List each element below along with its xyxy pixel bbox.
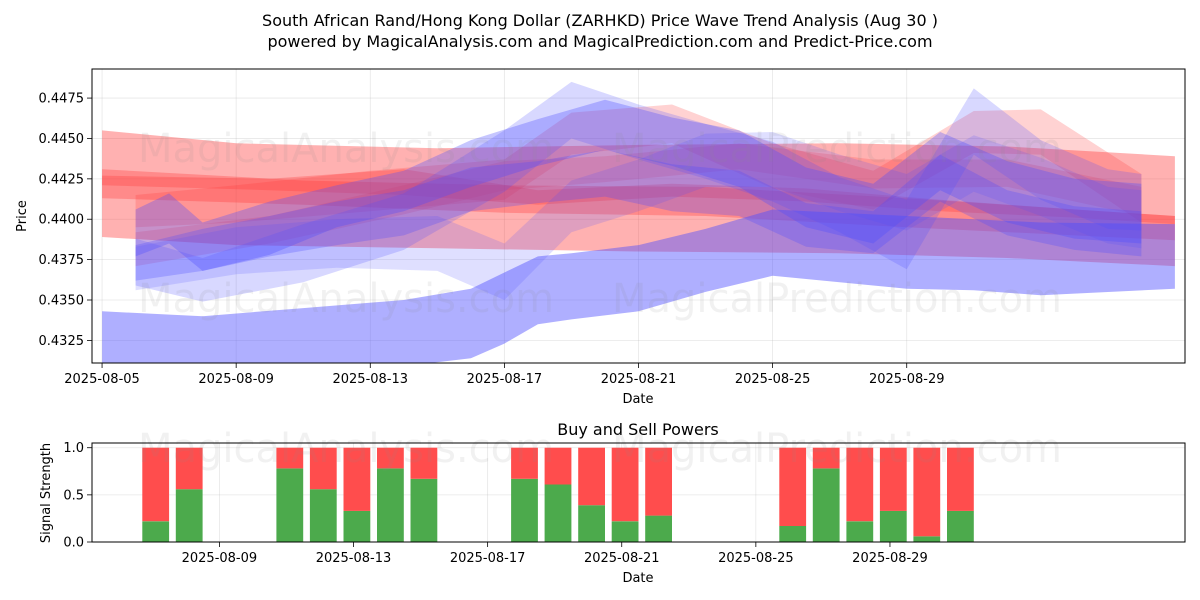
price-x-tick-label: 2025-08-09	[198, 372, 274, 387]
buy-power-bar	[377, 468, 404, 542]
price-x-tick-label: 2025-08-25	[735, 372, 811, 387]
power-chart-bars	[142, 447, 974, 542]
watermark-text: MagicalPrediction.com	[612, 426, 1062, 472]
sell-power-bar	[611, 447, 639, 522]
power-y-tick-label: 0.5	[63, 488, 84, 503]
power-x-tick-label: 2025-08-17	[450, 551, 526, 566]
power-chart-xlabel: Date	[622, 571, 653, 586]
price-chart-grid	[92, 69, 1185, 363]
watermark-text: MagicalAnalysis.com	[138, 126, 554, 172]
sell-power-bar	[343, 447, 371, 511]
price-x-tick-label: 2025-08-13	[332, 372, 408, 387]
power-x-tick-label: 2025-08-25	[718, 551, 794, 566]
price-y-tick-label: 0.4400	[39, 213, 85, 228]
blue-wave-band	[135, 149, 1142, 281]
buy-power-bar	[578, 505, 605, 542]
price-x-tick-label: 2025-08-21	[601, 372, 677, 387]
power-chart-frame	[91, 442, 1186, 543]
red-wave-band	[102, 169, 1175, 241]
price-y-tick-label: 0.4325	[39, 334, 85, 349]
buy-power-bar	[779, 526, 807, 542]
sell-power-bar	[377, 447, 404, 469]
price-x-tick-label: 2025-08-05	[64, 372, 140, 387]
price-y-tick-label: 0.4475	[39, 92, 85, 107]
price-chart-watermarks: MagicalAnalysis.com MagicalPrediction.co…	[138, 126, 1062, 322]
sell-power-bar	[913, 447, 941, 537]
sell-power-bar	[645, 447, 672, 516]
buy-power-bar	[410, 478, 438, 542]
red-wave-band	[102, 130, 1175, 267]
buy-power-bar	[343, 510, 371, 542]
sell-power-bar	[511, 447, 538, 479]
price-chart-ylabel: Price	[15, 200, 30, 232]
power-chart-title: Buy and Sell Powers	[557, 420, 719, 439]
sell-power-bar	[879, 447, 907, 511]
blue-wave-band	[135, 132, 1142, 300]
power-x-tick-label: 2025-08-21	[584, 551, 660, 566]
buy-power-bar	[645, 515, 672, 542]
price-y-tick-label: 0.4350	[39, 294, 85, 309]
chart-title-line1: South African Rand/Hong Kong Dollar (ZAR…	[262, 11, 938, 30]
price-chart-bands	[102, 81, 1175, 363]
sell-power-bar	[309, 447, 337, 490]
buy-power-bar	[276, 468, 304, 542]
sell-power-bar	[142, 447, 170, 522]
sell-power-bar	[947, 447, 974, 511]
power-y-tick-label: 1.0	[63, 441, 84, 456]
price-y-tick-label: 0.4375	[39, 253, 85, 268]
buy-power-bar	[611, 521, 639, 542]
sell-power-bar	[578, 447, 605, 506]
sell-power-bar	[779, 447, 807, 526]
price-chart-xlabel: Date	[622, 392, 653, 407]
buy-power-bar	[913, 536, 941, 542]
sell-power-bar	[544, 447, 572, 485]
sell-power-bar	[410, 447, 438, 479]
buy-power-bar	[879, 510, 907, 542]
red-wave-band	[102, 169, 1175, 225]
price-x-tick-label: 2025-08-17	[467, 372, 543, 387]
price-x-tick-label: 2025-08-29	[869, 372, 945, 387]
power-x-tick-label: 2025-08-13	[316, 551, 392, 566]
buy-power-bar	[142, 521, 170, 542]
chart-title-line2: powered by MagicalAnalysis.com and Magic…	[267, 32, 932, 51]
blue-wave-band	[102, 209, 1175, 363]
price-y-tick-label: 0.4450	[39, 132, 85, 147]
buy-power-bar	[511, 478, 538, 542]
watermark-text: MagicalAnalysis.com	[138, 426, 554, 472]
sell-power-bar	[276, 447, 304, 469]
power-y-tick-label: 0.0	[63, 536, 84, 551]
watermark-text: MagicalAnalysis.com	[138, 276, 554, 322]
buy-power-bar	[947, 510, 974, 542]
watermark-text: MagicalPrediction.com	[612, 126, 1062, 172]
price-chart-ticks: 2025-08-05 2025-08-09 2025-08-13 2025-08-17…	[39, 92, 945, 387]
sell-power-bar	[812, 447, 840, 469]
power-chart-watermarks: MagicalAnalysis.com MagicalPrediction.co…	[138, 426, 1062, 472]
buy-power-bar	[544, 484, 572, 542]
buy-power-bar	[175, 489, 203, 542]
red-wave-band	[135, 143, 1142, 267]
power-x-tick-label: 2025-08-09	[182, 551, 258, 566]
price-y-tick-label: 0.4425	[39, 172, 85, 187]
buy-power-bar	[846, 521, 874, 542]
buy-power-bar	[812, 468, 840, 542]
sell-power-bar	[846, 447, 874, 522]
blue-wave-band	[135, 99, 1142, 271]
power-x-tick-label: 2025-08-29	[852, 551, 928, 566]
power-chart-ylabel: Signal Strength	[39, 443, 54, 543]
blue-wave-band	[135, 81, 1142, 302]
power-chart-ticks: 2025-08-09 2025-08-13 2025-08-17 2025-08-21…	[63, 441, 927, 566]
red-wave-band	[135, 104, 1142, 228]
buy-power-bar	[309, 489, 337, 542]
watermark-text: MagicalPrediction.com	[612, 276, 1062, 322]
sell-power-bar	[175, 447, 203, 490]
